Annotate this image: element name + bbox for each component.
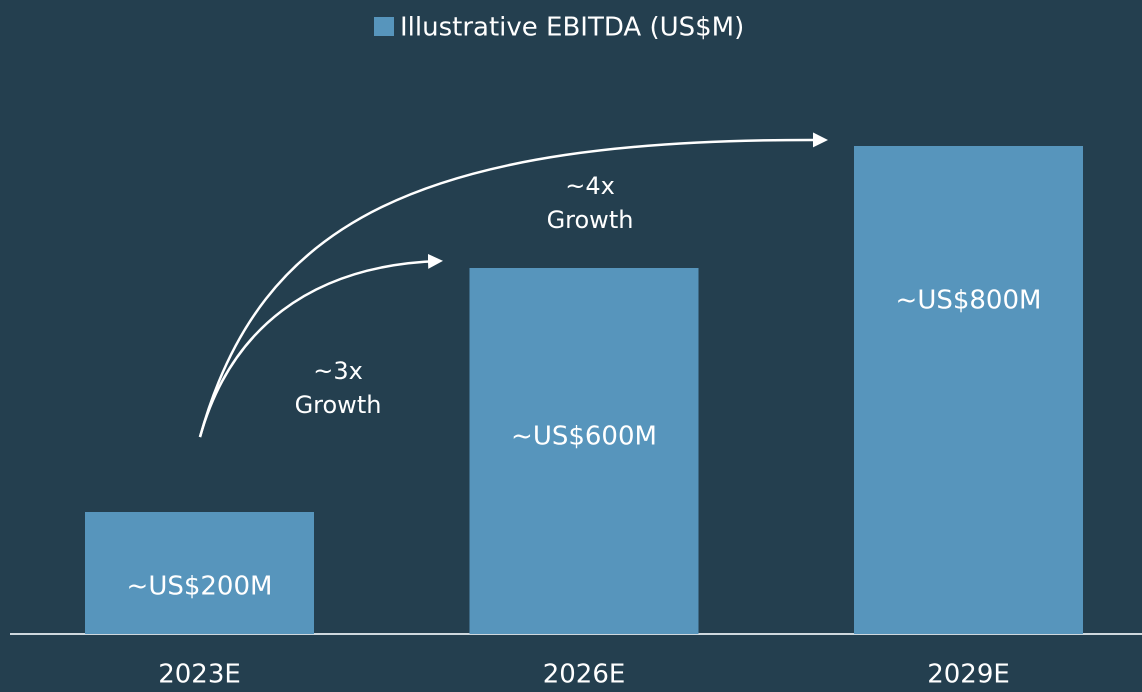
legend-label: Illustrative EBITDA (US$M)	[400, 13, 744, 43]
bar	[469, 268, 699, 634]
value-label: ~US$200M	[127, 572, 273, 602]
x-tick-label: 2029E	[927, 660, 1010, 690]
bar	[854, 146, 1083, 634]
annotation: ~4x	[565, 172, 615, 200]
value-label: ~US$600M	[511, 422, 657, 452]
annotation: Growth	[295, 391, 382, 419]
growth-arrow	[198, 253, 443, 438]
bar	[85, 512, 314, 634]
annotation: ~3x	[313, 357, 363, 385]
annotation: Growth	[547, 206, 634, 234]
x-tick-label: 2023E	[158, 660, 241, 690]
growth-arrow	[198, 132, 828, 438]
legend-swatch	[374, 17, 394, 36]
value-label: ~US$800M	[896, 286, 1042, 316]
x-tick-label: 2026E	[543, 660, 626, 690]
